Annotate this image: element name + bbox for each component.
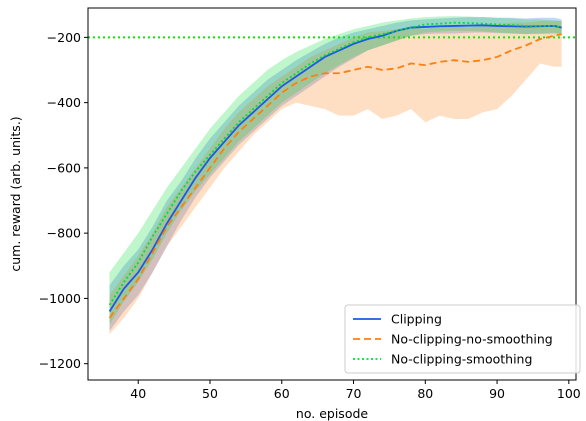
line-clipping: [108, 24, 562, 312]
legend: Clipping No-clipping-no-smoothing No-clipp…: [344, 304, 581, 374]
y-tick-label: −1000: [39, 291, 81, 306]
legend-label: No-clipping-no-smoothing: [391, 332, 553, 347]
legend-box: [344, 304, 581, 374]
x-tick-label: 40: [130, 386, 146, 401]
x-tick-label: 50: [202, 386, 218, 401]
band-clipping: [109, 17, 562, 332]
y-tick-label: −200: [47, 30, 81, 45]
x-tick-label: 70: [346, 386, 362, 401]
y-tick-label: −800: [47, 226, 81, 241]
y-axis-label: cum. reward (arb. units.): [8, 116, 23, 271]
x-axis-ticks: 40 50 60 70 80 90 100: [130, 380, 581, 401]
x-tick-label: 100: [557, 386, 581, 401]
plot-frame: [87, 7, 577, 381]
x-tick-label: 80: [417, 386, 433, 401]
series-lines: [108, 21, 562, 319]
legend-label: No-clipping-smoothing: [391, 352, 532, 367]
band-no-clipping-no-smoothing: [109, 21, 562, 335]
x-tick-label: 90: [489, 386, 505, 401]
confidence-bands: [109, 16, 562, 335]
y-tick-label: −600: [47, 160, 81, 175]
y-axis-ticks: −1200 −1000 −800 −600 −400 −200: [39, 30, 88, 371]
y-tick-label: −1200: [39, 356, 81, 371]
x-tick-label: 60: [274, 386, 290, 401]
legend-label: Clipping: [391, 312, 442, 327]
line-no-clipping-no-smoothing: [108, 33, 562, 319]
x-axis-label: no. episode: [296, 406, 368, 421]
y-tick-label: −400: [47, 95, 81, 110]
